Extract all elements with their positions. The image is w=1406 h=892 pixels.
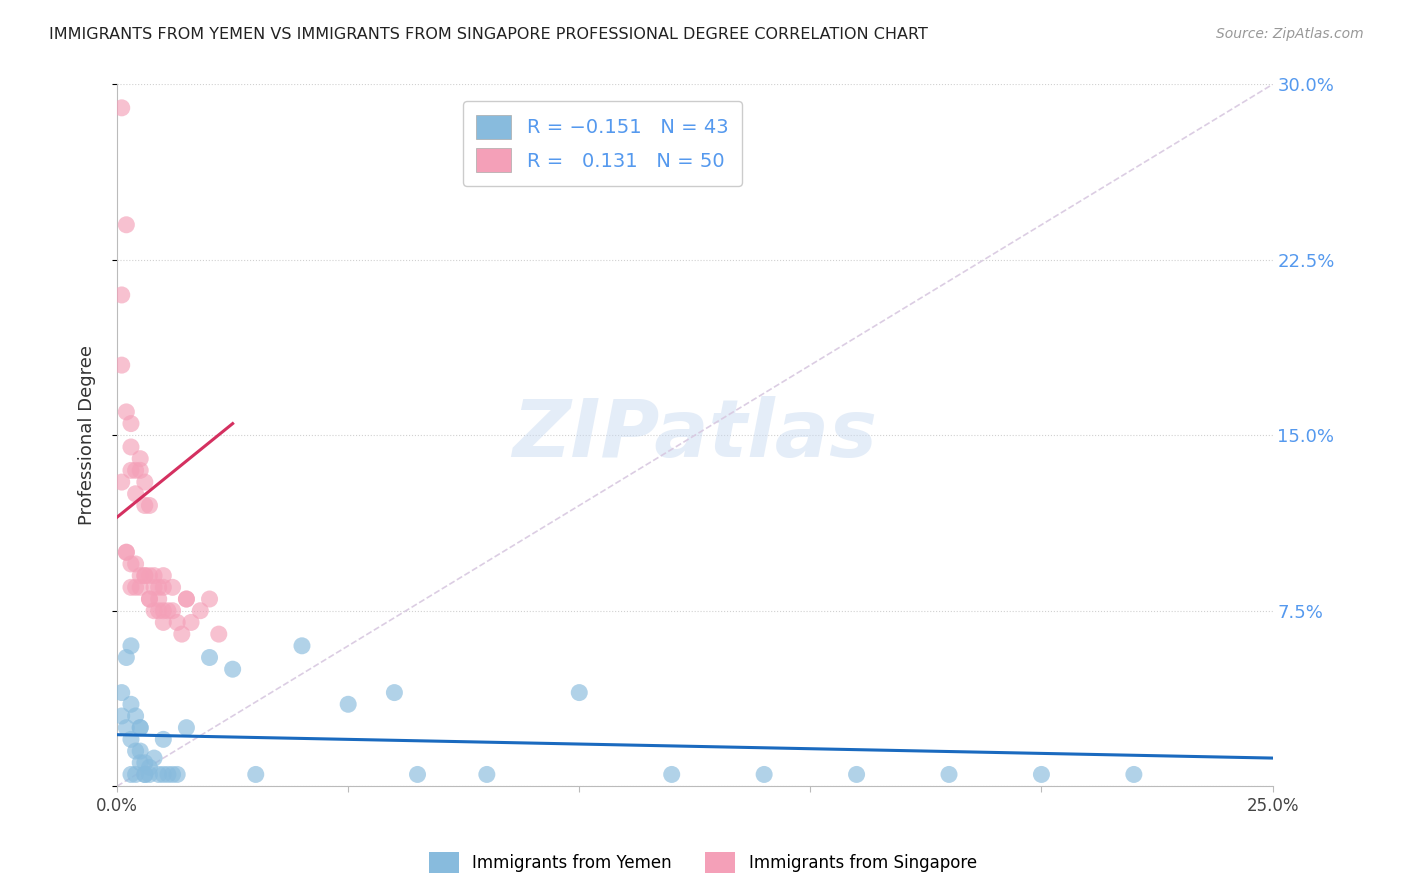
Point [143, 580, 166, 594]
Point [134, 499, 156, 513]
Point [938, 767, 960, 781]
Point [162, 767, 184, 781]
Point [1031, 767, 1053, 781]
Point [1122, 767, 1144, 781]
Point [120, 639, 142, 653]
Point [134, 756, 156, 770]
Point [129, 451, 152, 466]
Point [166, 767, 188, 781]
Text: ZIPatlas: ZIPatlas [512, 396, 877, 475]
Point [129, 580, 152, 594]
Point [198, 650, 221, 665]
Point [129, 721, 152, 735]
Point [176, 592, 198, 607]
Point [661, 767, 683, 781]
Point [156, 604, 179, 618]
Point [134, 475, 156, 489]
Point [152, 580, 174, 594]
Point [406, 767, 429, 781]
Point [176, 592, 198, 607]
Point [124, 463, 146, 477]
Point [129, 744, 152, 758]
Point [124, 767, 146, 781]
Text: IMMIGRANTS FROM YEMEN VS IMMIGRANTS FROM SINGAPORE PROFESSIONAL DEGREE CORRELATI: IMMIGRANTS FROM YEMEN VS IMMIGRANTS FROM… [49, 27, 928, 42]
Point [120, 732, 142, 747]
Point [111, 101, 134, 115]
Point [111, 709, 134, 723]
Point [138, 592, 160, 607]
Point [124, 487, 146, 501]
Point [221, 662, 243, 676]
Point [245, 767, 267, 781]
Point [115, 218, 138, 232]
Point [152, 568, 174, 582]
Point [120, 417, 142, 431]
Point [148, 580, 170, 594]
Point [166, 615, 188, 630]
Point [337, 698, 360, 712]
Point [120, 580, 142, 594]
Point [208, 627, 231, 641]
Legend: R = −0.151   N = 43, R =   0.131   N = 50: R = −0.151 N = 43, R = 0.131 N = 50 [463, 101, 742, 186]
Point [124, 580, 146, 594]
Point [120, 767, 142, 781]
Point [120, 698, 142, 712]
Point [152, 604, 174, 618]
Point [129, 721, 152, 735]
Point [124, 744, 146, 758]
Point [152, 767, 174, 781]
Point [120, 557, 142, 571]
Point [198, 592, 221, 607]
Point [134, 767, 156, 781]
Point [120, 463, 142, 477]
Point [115, 721, 138, 735]
Point [138, 592, 160, 607]
Point [143, 604, 166, 618]
Point [148, 767, 170, 781]
Point [148, 592, 170, 607]
Point [134, 568, 156, 582]
Point [156, 767, 179, 781]
Point [134, 568, 156, 582]
Point [129, 756, 152, 770]
Point [138, 767, 160, 781]
Point [129, 463, 152, 477]
Point [845, 767, 868, 781]
Point [138, 760, 160, 774]
Y-axis label: Professional Degree: Professional Degree [79, 345, 96, 525]
Point [291, 639, 314, 653]
Point [143, 568, 166, 582]
Point [152, 615, 174, 630]
Point [124, 709, 146, 723]
Point [152, 732, 174, 747]
Point [170, 627, 193, 641]
Point [129, 568, 152, 582]
Point [475, 767, 498, 781]
Point [138, 568, 160, 582]
Point [120, 440, 142, 454]
Point [115, 405, 138, 419]
Point [568, 685, 591, 699]
Point [115, 545, 138, 559]
Point [115, 545, 138, 559]
Point [111, 358, 134, 372]
Point [115, 650, 138, 665]
Point [176, 721, 198, 735]
Point [188, 604, 211, 618]
Text: Source: ZipAtlas.com: Source: ZipAtlas.com [1216, 27, 1364, 41]
Point [134, 767, 156, 781]
Point [143, 751, 166, 765]
Point [148, 604, 170, 618]
Point [124, 557, 146, 571]
Point [752, 767, 775, 781]
Point [111, 288, 134, 302]
Point [111, 685, 134, 699]
Point [162, 604, 184, 618]
Point [384, 685, 406, 699]
Point [111, 475, 134, 489]
Point [138, 499, 160, 513]
Point [162, 580, 184, 594]
Point [180, 615, 202, 630]
Legend: Immigrants from Yemen, Immigrants from Singapore: Immigrants from Yemen, Immigrants from S… [422, 846, 984, 880]
